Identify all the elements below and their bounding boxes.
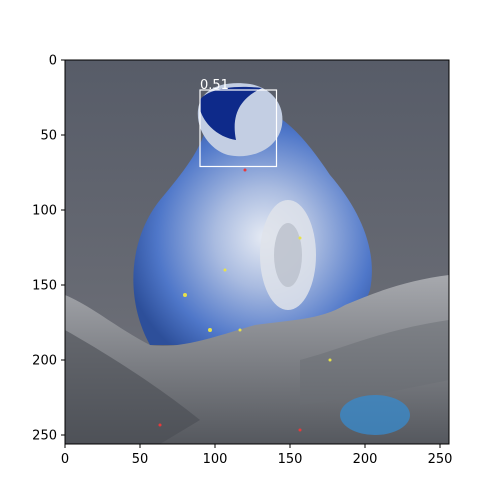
animal-ear	[200, 86, 262, 140]
x-tick-label: 100	[203, 452, 228, 467]
plot-frame	[64, 59, 450, 445]
x-tick-label: 0	[61, 452, 69, 467]
y-tick-label: 0	[49, 54, 57, 69]
y-axis: 0 50 100 150 200 250	[32, 54, 65, 444]
animal-body	[133, 106, 372, 345]
x-tick-label: 250	[428, 452, 453, 467]
x-axis: 0 50 100 150 200 250	[61, 444, 453, 467]
y-tick-label: 50	[40, 129, 57, 144]
y-tick-label: 100	[32, 204, 57, 219]
photo-image	[65, 60, 449, 444]
detection-score-label: 0.51	[200, 78, 229, 93]
y-tick-label: 150	[32, 279, 57, 294]
x-tick-label: 50	[132, 452, 149, 467]
x-tick-label: 200	[353, 452, 378, 467]
y-tick-label: 250	[32, 429, 57, 444]
x-tick-label: 150	[278, 452, 303, 467]
detection-box	[199, 89, 278, 168]
y-tick-label: 200	[32, 354, 57, 369]
